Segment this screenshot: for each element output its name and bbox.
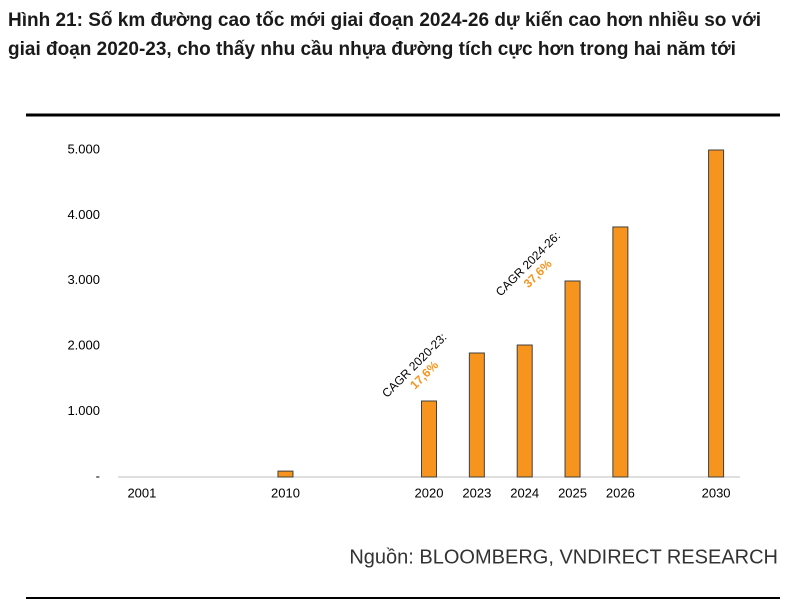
chart-title: Hình 21: Số km đường cao tốc mới giai đo… [8, 10, 762, 60]
bar [421, 400, 437, 478]
x-tick-label: 2026 [606, 485, 635, 500]
y-tick-label: 1.000 [67, 403, 100, 418]
bar [612, 226, 629, 478]
y-tick-label: - [96, 468, 100, 483]
x-tick-label: 2001 [127, 485, 156, 500]
bar [564, 280, 581, 478]
x-tick-label: 2030 [702, 485, 731, 500]
bar [516, 344, 533, 478]
x-tick-label: 2023 [462, 485, 491, 500]
bar [277, 470, 294, 478]
y-tick-label: 4.000 [67, 207, 100, 222]
y-tick-label: 3.000 [67, 272, 100, 287]
x-tick-label: 2024 [510, 485, 539, 500]
x-tick-label: 2020 [415, 485, 444, 500]
bar [468, 352, 485, 478]
x-tick-label: 2010 [271, 485, 300, 500]
source: Nguồn: BLOOMBERG, VNDIRECT RESEARCH [349, 546, 778, 568]
y-tick-label: 5.000 [67, 141, 100, 156]
x-tick-label: 2025 [558, 485, 587, 500]
bar [708, 149, 725, 478]
y-tick-label: 2.000 [67, 338, 100, 353]
